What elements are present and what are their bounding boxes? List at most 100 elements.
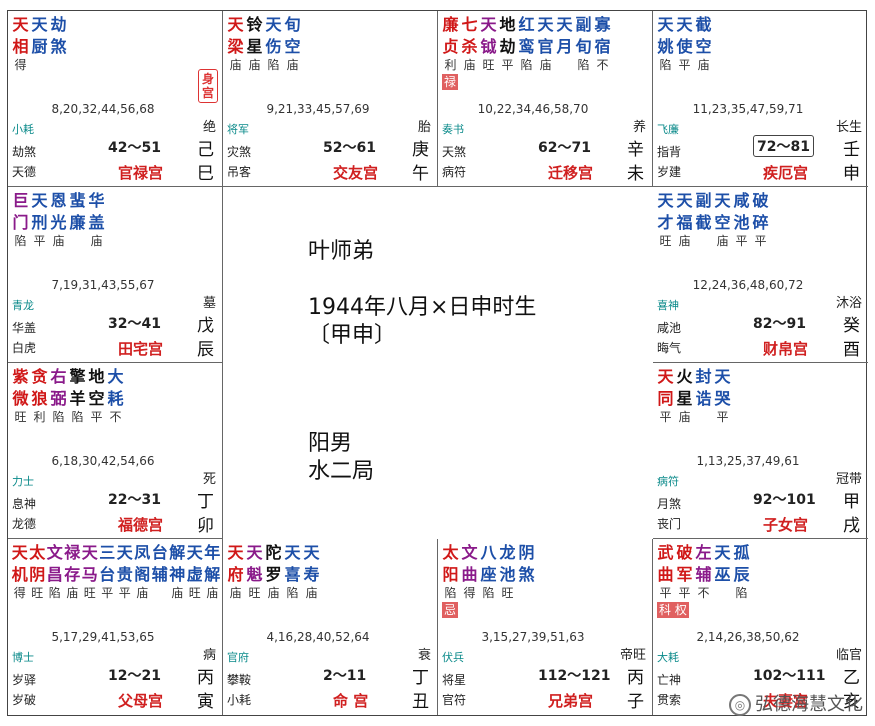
earthly-branch: 申 [843, 164, 860, 184]
star-char-top: 孤 [733, 543, 750, 562]
suiqian-star: 岁破 [12, 693, 37, 707]
jiang-star: 攀鞍 [227, 673, 252, 687]
star-brightness: 庙 [539, 58, 552, 72]
changsheng-stage: 长生 [835, 120, 862, 135]
star-char-bottom: 诰 [695, 389, 712, 408]
star-brightness: 庙 [716, 234, 729, 248]
star-list: 武破左天孤曲军辅巫辰平平不陷 [656, 541, 866, 600]
star-brightness: 庙 [90, 234, 103, 248]
star-char-top: 红 [518, 15, 535, 34]
star-row-bottom: 阳曲座池煞 [441, 563, 651, 585]
decade-range: 52～61 [323, 140, 376, 156]
star-char-bottom: 同 [657, 389, 674, 408]
star-brightness: 陷 [577, 58, 590, 72]
star-char-top: 天 [676, 191, 693, 210]
star-char-bottom: 寿 [303, 565, 320, 584]
brightness-row: 旺利陷陷平不 [11, 410, 221, 424]
star-brightness: 陷 [482, 586, 495, 600]
star-char-bottom: 哭 [714, 389, 731, 408]
palace-name: 父母宫 [118, 692, 164, 710]
boshi-star: 官府 [227, 651, 249, 664]
star-row-top: 天天陀天天 [226, 541, 436, 563]
star-char-top: 天 [657, 15, 674, 34]
heavenly-stem: 丙 [197, 668, 214, 688]
jiang-star: 劫煞 [12, 145, 37, 159]
star-brightness: 旺 [248, 586, 261, 600]
decade-range: 82～91 [753, 316, 806, 332]
star-char-bottom: 军 [676, 565, 693, 584]
palace-hai[interactable]: 武破左天孤曲军辅巫辰平平不陷科 权 2,14,26,38,50,62 临官 大耗 亡神贯… [653, 539, 868, 715]
star-brightness: 旺 [501, 586, 514, 600]
age-sequence: 7,19,31,43,55,67 [51, 278, 155, 292]
watermark-text: 弘德海慧文化 [755, 694, 863, 715]
changsheng-stage: 死 [202, 472, 216, 487]
brightness-row: 庙庙陷庙 [226, 58, 436, 72]
star-char-top: 年 [204, 543, 221, 562]
brightness-row: 得旺陷庙旺平平庙庙旺庙 [11, 586, 221, 600]
star-row-top: 天天截 [656, 13, 866, 35]
changsheng-stage: 绝 [202, 120, 216, 135]
star-char-bottom: 煞 [50, 37, 67, 56]
star-char-bottom: 空 [714, 213, 731, 232]
star-char-top: 天 [556, 15, 573, 34]
decade-range: 42～51 [108, 140, 161, 156]
star-row-bottom: 相厨煞 [11, 35, 221, 57]
star-char-top: 封 [695, 367, 712, 386]
boshi-star: 病符 [657, 475, 679, 488]
age-sequence: 8,20,32,44,56,68 [51, 102, 155, 116]
star-brightness: 庙 [52, 234, 65, 248]
jiang-star: 将星 [442, 673, 467, 687]
palace-zi[interactable]: 太文八龙阴阳曲座池煞陷得陷旺忌 3,15,27,39,51,63 帝旺 伏兵 将星 官符 1… [438, 539, 653, 715]
decade-range: 92～101 [753, 492, 816, 508]
star-list: 廉七天地红天天副寡贞杀钺劫鸾官月旬宿利庙旺平陷庙陷不 [441, 13, 651, 72]
age-sequence: 10,22,34,46,58,70 [477, 102, 589, 116]
palace-wei[interactable]: 廉七天地红天天副寡贞杀钺劫鸾官月旬宿利庙旺平陷庙陷不禄 10,22,34,46,5… [438, 11, 653, 187]
star-char-bottom: 府 [227, 565, 244, 584]
star-char-bottom: 阴 [29, 565, 46, 584]
decade-range: 102～111 [753, 668, 826, 684]
suiqian-star: 龙德 [12, 517, 37, 531]
decade-range: 32～41 [108, 316, 161, 332]
brightness-row: 平平不陷 [656, 586, 866, 600]
palace-xu[interactable]: 天火封天同星诰哭平庙平 1,13,25,37,49,61 冠带 病符 月煞 丧门 92～10… [653, 363, 868, 539]
palace-chen[interactable]: 巨天恩蜚华门刑光廉盖陷平庙庙 7,19,31,43,55,67 墓青龙 华盖 白虎 32～… [8, 187, 223, 363]
star-brightness [517, 586, 536, 600]
palace-shen[interactable]: 天天截姚使空陷平庙 11,23,35,47,59,71 长生 飞廉 指背 岁建 72～81 壬… [653, 11, 868, 187]
palace-yin[interactable]: 天太文禄天三天凤台解天年机阴昌存马台贵阁辅神虚解得旺陷庙旺平平庙庙旺庙 5,17,… [8, 539, 223, 715]
star-char-top: 副 [695, 191, 712, 210]
center-info: 叶师弟 1944年八月×日申时生 〔甲申〕 阳男 水二局 [223, 187, 653, 539]
changsheng-stage: 胎 [417, 120, 431, 135]
star-brightness: 庙 [229, 58, 242, 72]
palace-wu[interactable]: 天铃天旬梁星伤空庙庙陷庙 9,21,33,45,57,69 胎将军 灾煞 吊客 52～61… [223, 11, 438, 187]
palace-mao[interactable]: 紫贪右擎地大微狼弼羊空耗旺利陷陷平不 6,18,30,42,54,66 死力士 息神龙… [8, 363, 223, 539]
star-char-top: 蜚 [69, 191, 86, 210]
suiqian-star: 岁建 [657, 165, 682, 179]
star-char-bottom: 曲 [657, 565, 674, 584]
star-char-bottom: 光 [50, 213, 67, 232]
star-brightness: 庙 [136, 586, 149, 600]
star-row-bottom: 府魁罗喜寿 [226, 563, 436, 585]
star-list: 天天截姚使空陷平庙 [656, 13, 866, 72]
star-char-bottom: 空 [284, 37, 301, 56]
star-char-top: 擎 [69, 367, 86, 386]
star-brightness: 庙 [229, 586, 242, 600]
star-char-bottom: 罗 [265, 565, 282, 584]
suiqian-star: 天德 [12, 165, 37, 179]
star-brightness: 旺 [188, 586, 201, 600]
star-char-bottom: 喜 [284, 565, 301, 584]
star-brightness: 平 [33, 234, 46, 248]
star-brightness: 利 [33, 410, 46, 424]
star-char-top: 破 [676, 543, 693, 562]
star-brightness: 陷 [14, 234, 27, 248]
earthly-branch: 未 [627, 164, 644, 184]
star-char-top: 武 [657, 543, 674, 562]
palace-si[interactable]: 天天劫相厨煞得身宫 8,20,32,44,56,68 绝小耗 劫煞 天德 42～51 己巳官… [8, 11, 223, 187]
star-char-bottom: 马 [81, 565, 98, 584]
star-brightness: 陷 [267, 58, 280, 72]
star-char-bottom: 座 [480, 565, 497, 584]
star-char-top: 天 [186, 543, 203, 562]
palace-you[interactable]: 天天副天咸破才福截空池碎旺庙庙平平 12,24,36,48,60,72 沐浴 喜神 咸池… [653, 187, 868, 363]
palace-chou[interactable]: 天天陀天天府魁罗喜寿庙旺庙陷庙 4,16,28,40,52,64 衰官府 攀鞍 小耗 2～… [223, 539, 438, 715]
star-row-top: 天天副天咸破 [656, 189, 866, 211]
star-brightness: 庙 [206, 586, 219, 600]
